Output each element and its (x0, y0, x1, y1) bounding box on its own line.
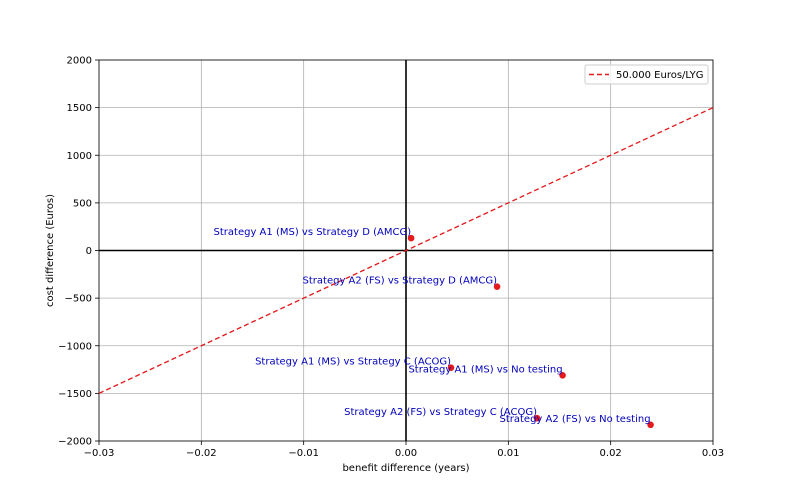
point-annotation: Strategy A1 (MS) vs Strategy C (ACOG) (255, 357, 451, 368)
y-tick-label: 500 (73, 198, 92, 209)
legend: 50.000 Euros/LYG (584, 64, 709, 85)
x-tick-label: −0.01 (288, 448, 319, 459)
y-axis-title: cost difference (Euros) (45, 194, 56, 307)
y-tick-label: 0 (86, 246, 92, 257)
data-point (533, 414, 541, 422)
threshold-line (98, 107, 714, 394)
x-tick-label: 0.02 (600, 448, 622, 459)
y-tick-label: 2000 (67, 56, 92, 67)
point-annotation: Strategy A2 (FS) vs No testing (499, 414, 650, 425)
point-annotation: Strategy A1 (MS) vs Strategy D (AMCG) (214, 227, 412, 238)
point-annotation: Strategy A2 (FS) vs Strategy D (AMCG) (303, 276, 498, 287)
data-point (647, 421, 654, 429)
y-tick-label: −2000 (58, 437, 92, 448)
y-tick-label: 1000 (67, 151, 92, 162)
data-point (447, 364, 455, 371)
point-annotation: Strategy A2 (FS) vs Strategy C (ACOG) (344, 407, 537, 418)
data-point (493, 283, 501, 290)
y-tick-label: −1500 (58, 389, 92, 400)
threshold-line-layer (98, 107, 714, 394)
x-tick-label: 0.03 (702, 448, 724, 459)
y-tick-label: −500 (65, 294, 92, 305)
legend-box (584, 64, 709, 85)
y-tick-label: −1000 (58, 341, 92, 352)
x-tick-label: −0.03 (84, 448, 115, 459)
y-tick-label: 1500 (67, 103, 92, 114)
points-layer: Strategy A1 (MS) vs Strategy D (AMCG) Str… (214, 227, 654, 429)
x-tick-label: 0.00 (395, 448, 417, 459)
ticks-layer: −0.03 −0.02 −0.01 0.00 0.01 0.02 0.03 −2000 −150… (58, 56, 724, 460)
legend-label: 50.000 Euros/LYG (616, 70, 704, 81)
x-tick-label: −0.02 (186, 448, 217, 459)
x-axis-title: benefit difference (years) (342, 463, 469, 474)
data-point (407, 234, 415, 242)
point-annotation: Strategy A1 (MS) vs No testing (408, 364, 562, 375)
x-tick-label: 0.01 (497, 448, 519, 459)
data-point (559, 371, 566, 379)
